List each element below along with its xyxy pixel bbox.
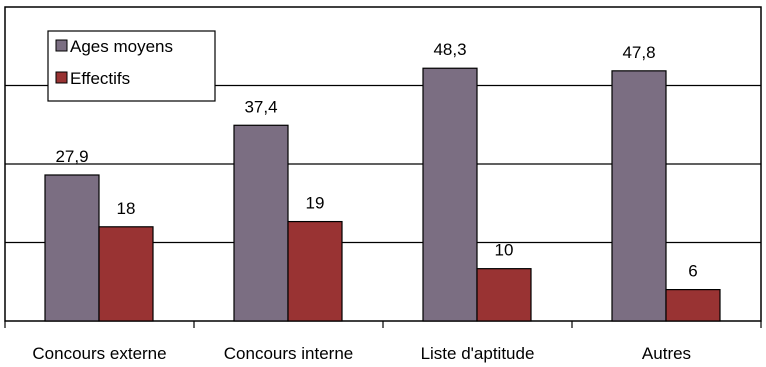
data-label-ages-moyens: 37,4 (244, 97, 277, 116)
bar-ages-moyens (233, 124, 289, 322)
bar-ages-moyens (422, 67, 478, 322)
data-label-effectifs: 6 (688, 262, 697, 281)
bars (44, 67, 721, 322)
bar-effectifs (287, 220, 343, 322)
legend: Ages moyens Effectifs (47, 30, 216, 102)
data-label-effectifs: 18 (117, 199, 136, 218)
data-label-effectifs: 19 (306, 194, 325, 213)
legend-label-effectifs: Effectifs (70, 69, 130, 88)
bar-ages-moyens (44, 174, 100, 322)
x-tick-label: Concours interne (224, 344, 353, 363)
bar-effectifs (98, 226, 154, 322)
bar-ages-moyens (611, 70, 667, 322)
data-label-ages-moyens: 47,8 (622, 43, 655, 62)
legend-swatch-effectifs (55, 71, 68, 84)
legend-label-ages-moyens: Ages moyens (70, 37, 173, 56)
x-tick-label: Autres (642, 344, 691, 363)
legend-swatch-ages-moyens (55, 39, 68, 52)
data-label-ages-moyens: 48,3 (433, 40, 466, 59)
bar-effectifs (665, 289, 721, 322)
x-tick-label: Liste d'aptitude (421, 344, 535, 363)
bar-effectifs (476, 268, 532, 322)
legend-box (47, 30, 216, 102)
data-label-ages-moyens: 27,9 (55, 147, 88, 166)
x-axis: Concours externe Concours interne Liste d'… (4, 321, 762, 363)
x-tick-label: Concours externe (32, 344, 166, 363)
data-label-effectifs: 10 (495, 241, 514, 260)
bar-labels: 27,9 18 37,4 19 48,3 10 47,8 6 (55, 40, 697, 280)
plot-area: 27,9 18 37,4 19 48,3 10 47,8 6 (4, 6, 762, 322)
